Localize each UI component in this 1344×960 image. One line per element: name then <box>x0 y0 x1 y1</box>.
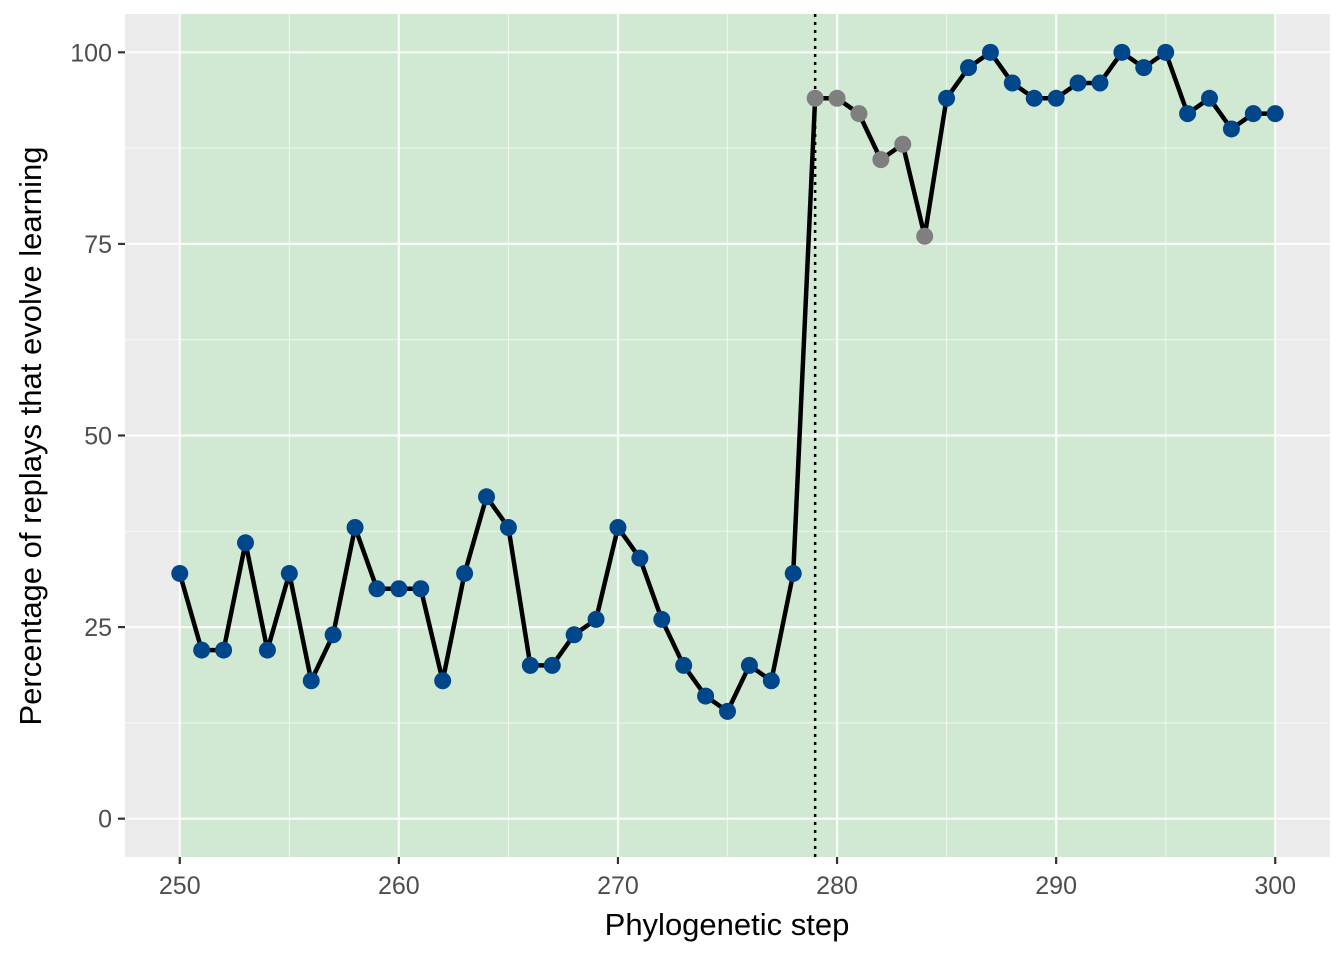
data-point <box>346 518 364 536</box>
data-point <box>631 549 649 567</box>
minor-gridlines <box>125 14 1330 857</box>
data-point <box>390 580 408 598</box>
data-point <box>762 672 780 690</box>
data-point <box>1244 105 1262 123</box>
data-point <box>1157 43 1175 61</box>
x-tick-label: 300 <box>1254 872 1296 900</box>
y-tick-label: 50 <box>84 423 112 451</box>
y-tick-label: 75 <box>84 231 112 259</box>
data-point <box>1266 105 1284 123</box>
data-point <box>324 626 342 644</box>
data-point <box>740 656 758 674</box>
data-point <box>215 641 233 659</box>
data-point <box>938 89 956 107</box>
data-point <box>1069 74 1087 92</box>
data-point <box>434 672 452 690</box>
data-point <box>719 702 736 720</box>
x-axis-title: Phylogenetic step <box>605 907 850 942</box>
data-point <box>1025 89 1043 107</box>
data-point <box>1222 120 1240 138</box>
data-point <box>412 580 430 598</box>
data-point <box>784 564 802 582</box>
data-point <box>981 43 999 61</box>
y-tick-label: 100 <box>70 39 112 67</box>
data-point <box>1003 74 1021 92</box>
data-point <box>916 227 934 245</box>
data-point <box>587 610 605 628</box>
data-point <box>258 641 276 659</box>
data-point <box>1201 89 1218 107</box>
x-tick-label: 280 <box>816 872 858 900</box>
data-point <box>609 518 627 536</box>
data-point <box>499 518 517 536</box>
data-point <box>478 488 495 506</box>
y-axis-ticks: 0 25 50 75 100 <box>70 39 125 834</box>
data-points <box>171 43 1284 720</box>
data-point <box>675 656 693 674</box>
data-point <box>1047 89 1065 107</box>
x-axis-ticks: 250 260 270 280 290 300 <box>159 857 1296 900</box>
x-tick-label: 250 <box>159 872 201 900</box>
data-point <box>653 610 671 628</box>
data-point <box>960 59 977 77</box>
data-point <box>302 672 320 690</box>
data-point <box>828 89 846 107</box>
x-tick-label: 270 <box>597 872 639 900</box>
data-point <box>1113 43 1131 61</box>
data-point <box>1135 59 1153 77</box>
data-point <box>521 656 539 674</box>
major-gridlines <box>125 14 1330 857</box>
y-tick-label: 25 <box>84 614 112 642</box>
data-point <box>894 135 912 153</box>
data-point <box>193 641 211 659</box>
data-point <box>872 151 890 169</box>
data-point <box>697 687 715 705</box>
x-tick-label: 290 <box>1035 872 1077 900</box>
data-point <box>1091 74 1109 92</box>
data-point <box>850 105 868 123</box>
data-point <box>806 89 824 107</box>
data-point <box>237 534 254 552</box>
y-axis-title: Percentage of replays that evolve learni… <box>13 146 48 725</box>
data-point <box>368 580 386 598</box>
data-point <box>1179 105 1197 123</box>
data-point <box>565 626 583 644</box>
y-tick-label: 0 <box>98 806 112 834</box>
data-point <box>543 656 561 674</box>
x-tick-label: 260 <box>378 872 420 900</box>
data-point <box>280 564 298 582</box>
data-point <box>171 564 189 582</box>
data-point <box>456 564 474 582</box>
